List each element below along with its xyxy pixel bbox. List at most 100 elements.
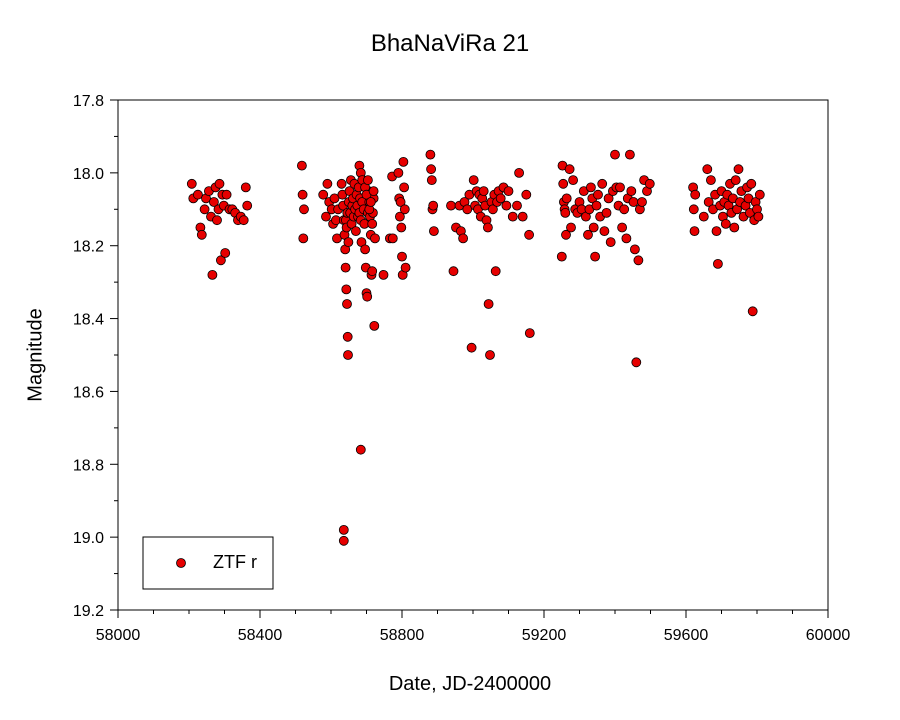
y-tick-label: 19.0 [73, 530, 104, 547]
data-point [186, 178, 197, 189]
data-point [478, 186, 489, 197]
data-point [720, 218, 731, 229]
data-point [560, 207, 571, 218]
x-tick-label: 58800 [380, 627, 425, 644]
data-point [192, 189, 203, 200]
data-point [512, 200, 522, 211]
data-point [362, 291, 373, 302]
data-point [242, 200, 253, 211]
data-point [688, 204, 699, 215]
data-point [706, 175, 716, 186]
data-point [644, 178, 655, 189]
data-point [338, 535, 349, 546]
data-point [487, 204, 498, 215]
data-point [343, 350, 353, 360]
data-point [503, 186, 514, 197]
data-point [466, 342, 477, 353]
x-axis-label: Date, JD-2400000 [388, 673, 552, 695]
y-tick-label: 19.2 [73, 603, 104, 620]
x-tick-label: 59600 [664, 627, 709, 644]
data-point [350, 226, 361, 237]
data-point [482, 222, 493, 233]
data-point [208, 197, 219, 207]
x-tick-label: 58000 [96, 627, 141, 644]
data-point [690, 189, 701, 200]
chart-title: BhaNaViRa 21 [370, 30, 530, 57]
data-point [393, 167, 404, 178]
data-point [196, 229, 207, 240]
data-point [610, 149, 620, 160]
data-point [458, 233, 469, 244]
data-point [524, 229, 534, 240]
data-point [689, 226, 700, 237]
data-point [240, 182, 251, 193]
data-point [425, 149, 436, 160]
legend-box [142, 536, 274, 590]
data-point [426, 164, 437, 175]
data-point [564, 164, 575, 175]
data-point [396, 222, 407, 233]
data-point [365, 197, 376, 207]
data-point [462, 204, 473, 215]
data-point [468, 175, 479, 186]
data-point [495, 193, 506, 204]
data-point [517, 211, 528, 222]
data-point [556, 251, 567, 262]
data-point [561, 193, 572, 204]
data-point [378, 269, 389, 280]
data-point [212, 215, 222, 226]
data-point [215, 255, 226, 266]
data-point [398, 156, 409, 167]
data-point [238, 215, 249, 226]
y-tick-label: 17.8 [73, 93, 104, 110]
data-point [448, 266, 459, 277]
data-point [601, 207, 612, 218]
data-point [583, 229, 593, 240]
data-point [400, 262, 411, 273]
data-point [298, 233, 309, 244]
data-point [428, 200, 439, 211]
data-point [342, 299, 352, 309]
data-point [591, 200, 602, 211]
data-point [221, 189, 232, 200]
data-point [633, 255, 644, 266]
data-point [368, 186, 379, 197]
data-point [698, 211, 709, 222]
data-point [340, 262, 351, 273]
data-point [299, 204, 309, 215]
data-point [318, 189, 329, 200]
data-point [568, 175, 578, 186]
data-point [426, 175, 437, 186]
data-point [342, 331, 353, 342]
data-point [343, 237, 354, 248]
data-point [296, 160, 307, 171]
y-axis-label: Magnitude [24, 308, 47, 402]
data-point [490, 266, 501, 277]
data-points [186, 149, 765, 546]
data-point [338, 525, 349, 535]
data-point [599, 226, 610, 237]
data-point [630, 244, 640, 255]
data-point [322, 178, 333, 189]
data-point [733, 164, 744, 175]
data-point [590, 251, 600, 262]
data-point [746, 178, 757, 189]
data-point [341, 284, 352, 295]
data-point [207, 269, 218, 280]
data-point [360, 244, 371, 255]
data-point [730, 175, 741, 186]
data-point [501, 200, 512, 211]
data-point [336, 178, 347, 189]
data-point [394, 211, 405, 222]
data-point [397, 251, 407, 262]
data-point [370, 233, 380, 244]
data-point [483, 299, 494, 309]
data-point [625, 149, 635, 160]
data-point [507, 211, 518, 222]
data-point [355, 444, 366, 455]
data-point [637, 197, 647, 207]
data-point [514, 167, 524, 178]
data-point [621, 233, 632, 244]
x-tick-label: 58400 [238, 627, 283, 644]
